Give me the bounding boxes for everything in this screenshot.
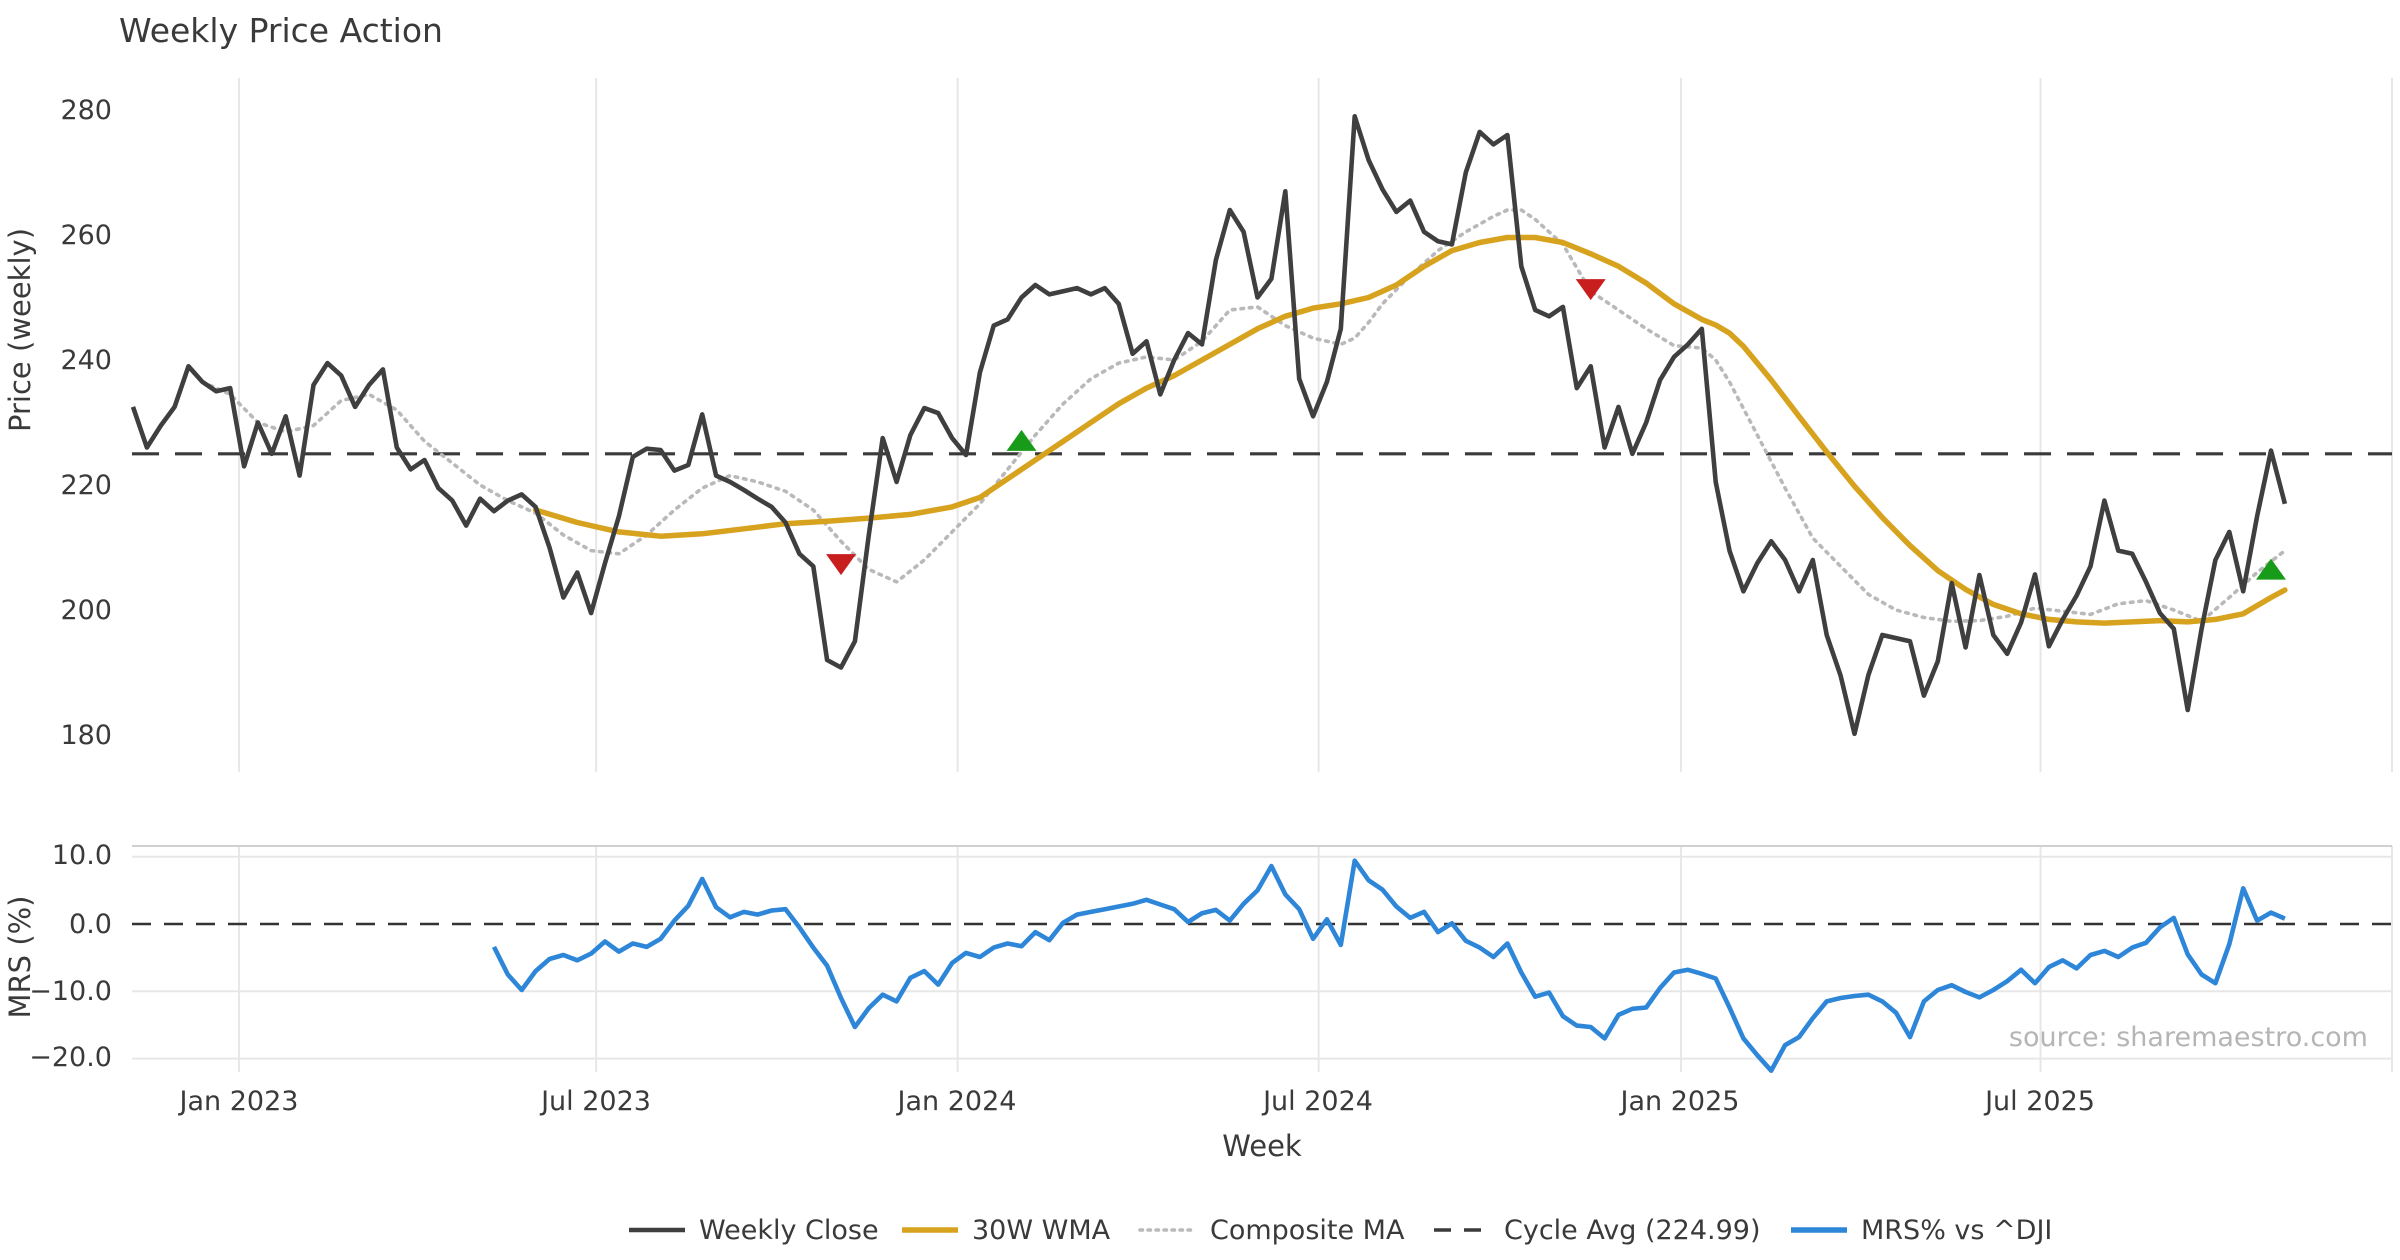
legend-label-cycle-avg: Cycle Avg (224.99) [1504,1215,1761,1246]
legend: Weekly Close 30W WMA Composite MA Cycle … [629,1215,2052,1246]
page-title: Weekly Price Action [119,11,443,50]
mrs-line [491,858,2286,1073]
weekly-close-line [130,114,2288,737]
xtick-jul-2025: Jul 2025 [1983,1086,2095,1117]
mrs-ytick-neg10: −10.0 [29,976,112,1007]
legend-label-composite: Composite MA [1210,1215,1405,1246]
xtick-jul-2024: Jul 2024 [1261,1086,1373,1117]
price-ytick-200: 200 [60,595,112,626]
buy-signal-marker [2255,558,2286,580]
price-axis-label: Price (weekly) [3,228,37,432]
price-ytick-220: 220 [60,470,112,501]
sell-signal-marker [1575,279,1606,301]
wma30-line [532,234,2288,626]
mrs-ytick-0: 0.0 [69,909,112,940]
xtick-jul-2023: Jul 2023 [539,1086,651,1117]
sell-signal-marker [826,554,857,576]
price-ytick-240: 240 [60,345,112,376]
mrs-axis-label: MRS (%) [3,896,37,1019]
mrs-ytick-10: 10.0 [52,840,112,871]
xtick-jan-2024: Jan 2024 [896,1086,1017,1117]
xtick-jan-2023: Jan 2023 [178,1086,299,1117]
buy-signal-marker [1006,429,1037,451]
price-ytick-180: 180 [60,720,112,751]
price-ytick-280: 280 [60,95,112,126]
composite-ma-line [200,208,2287,624]
x-axis-label: Week [1222,1129,1302,1163]
series-lines [130,114,2392,1073]
legend-label-weekly-close: Weekly Close [699,1215,879,1246]
xtick-jan-2025: Jan 2025 [1619,1086,1740,1117]
mrs-ytick-neg20: −20.0 [29,1042,112,1073]
price-ytick-260: 260 [60,220,112,251]
gridlines [132,78,2393,1072]
source-watermark: source: sharemaestro.com [2009,1022,2368,1053]
legend-label-wma: 30W WMA [972,1215,1111,1246]
legend-label-mrs: MRS% vs ^DJI [1861,1215,2052,1246]
